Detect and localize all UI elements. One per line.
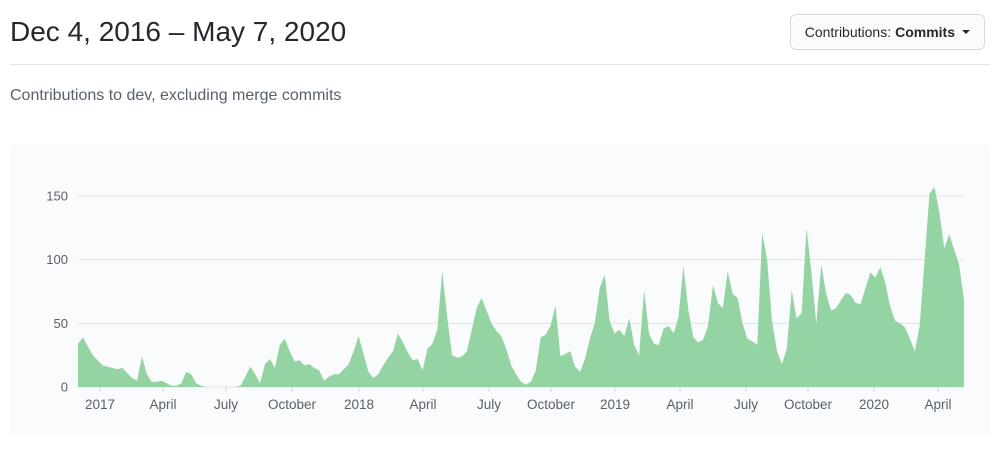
x-axis-label-April: April bbox=[409, 397, 436, 412]
contributions-filter-button[interactable]: Contributions: Commits bbox=[789, 14, 985, 50]
x-axis-label-July: July bbox=[477, 397, 501, 412]
chart-card: 0 50 100 150 2017 April July October 2018 April Ju… bbox=[10, 144, 990, 436]
x-axis-label-2017: 2017 bbox=[85, 397, 115, 412]
chart-subtitle: Contributions to dev, excluding merge co… bbox=[10, 87, 342, 104]
y-axis-label-50: 50 bbox=[54, 316, 68, 331]
x-axis-label-July: July bbox=[214, 397, 238, 412]
x-axis-label-April: April bbox=[667, 397, 694, 412]
caret-down-icon bbox=[962, 30, 970, 38]
y-axis-label-150: 150 bbox=[46, 189, 68, 204]
x-axis-label-April: April bbox=[925, 397, 952, 412]
contributions-area-chart: 0 50 100 150 2017 April July October 2018 April Ju… bbox=[46, 187, 964, 412]
page-title: Dec 4, 2016 – May 7, 2020 bbox=[10, 16, 347, 47]
x-axis-label-October: October bbox=[784, 397, 833, 412]
x-axis-label-April: April bbox=[149, 397, 176, 412]
header: Dec 4, 2016 – May 7, 2020 Contributions:… bbox=[10, 0, 990, 65]
y-axis-label-100: 100 bbox=[46, 252, 68, 267]
filter-label: Contributions: bbox=[804, 24, 892, 40]
x-axis-label-2018: 2018 bbox=[344, 397, 374, 412]
y-axis-label-0: 0 bbox=[61, 380, 68, 395]
x-axis-label-2019: 2019 bbox=[600, 397, 630, 412]
weekly-commits-area bbox=[78, 187, 964, 387]
filter-value: Commits bbox=[895, 24, 955, 40]
x-axis-label-July: July bbox=[734, 397, 758, 412]
x-axis-label-2020: 2020 bbox=[859, 397, 889, 412]
x-axis-label-October: October bbox=[268, 397, 317, 412]
x-axis-label-October: October bbox=[527, 397, 576, 412]
